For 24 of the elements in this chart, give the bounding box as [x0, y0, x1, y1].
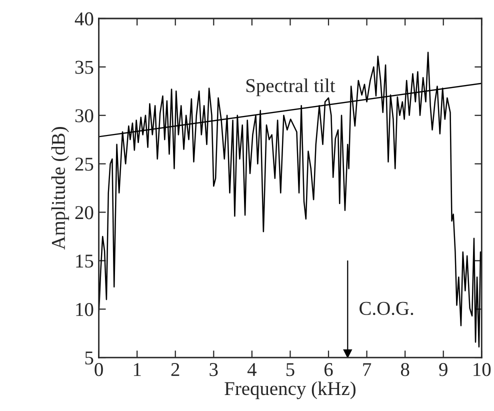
ref-line-label: C.O.G. [360, 302, 414, 316]
x-tick-label: 9 [439, 363, 448, 376]
y-tick-label: 20 [75, 206, 94, 220]
x-tick-label: 7 [363, 363, 372, 376]
x-tick-label: 8 [400, 362, 410, 376]
y-tick-label: 10 [76, 302, 94, 316]
x-tick-label: 6 [324, 363, 333, 376]
x-tick-label: 5 [286, 363, 294, 376]
y-tick-label: 35 [75, 60, 94, 74]
x-axis-title: Frequency (kHz) [224, 381, 356, 400]
y-tick-label: 40 [74, 12, 94, 26]
y-tick-label: 30 [75, 109, 94, 122]
y-tick-label: 25 [75, 158, 94, 171]
x-tick-label: 4 [247, 363, 256, 376]
y-tick-label: 5 [85, 352, 94, 365]
line-series [98, 52, 482, 348]
x-tick-label: 0 [94, 362, 103, 376]
series-label: Spectral tilt [246, 78, 336, 96]
x-tick-label: 2 [171, 363, 180, 376]
x-tick-label: 3 [210, 363, 218, 376]
y-axis-title: Amplitude (dB) [51, 127, 69, 250]
x-tick-label: 10 [474, 362, 491, 376]
x-tick-label: 1 [134, 363, 141, 376]
y-tick-label: 15 [76, 254, 94, 268]
